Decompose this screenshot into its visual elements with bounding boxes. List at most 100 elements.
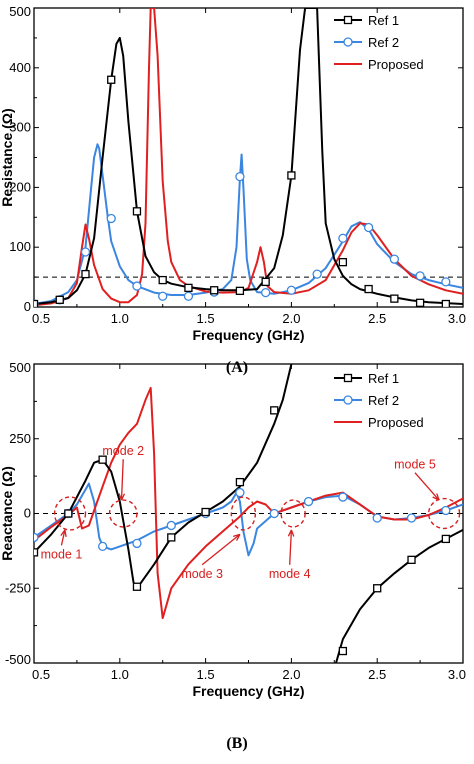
series-marker-ref-2: [372, 513, 382, 523]
mode-label: mode 5: [394, 458, 436, 472]
legend-marker: [343, 395, 353, 405]
series-marker-ref-1: [364, 284, 373, 294]
series-line-ref-1-branch: [334, 529, 463, 663]
y-tick-label: 100: [9, 239, 31, 254]
series-marker-ref-2: [132, 281, 142, 291]
x-tick-label: 1.0: [111, 667, 129, 682]
series-marker-ref-1: [441, 299, 450, 307]
mode-label: mode 1: [41, 547, 83, 561]
series-marker-ref-1: [34, 548, 39, 557]
legend-label: Proposed: [368, 415, 424, 430]
x-tick-label: 2.0: [282, 311, 300, 326]
series-marker-ref-1: [132, 582, 142, 591]
x-tick-label: 0.5: [32, 311, 50, 326]
series-marker-ref-1: [373, 584, 382, 593]
series-marker-ref-1: [184, 283, 193, 293]
y-tick-label: 500: [9, 4, 31, 19]
series-marker-ref-2: [441, 277, 451, 287]
mode-arrowhead: [287, 529, 295, 537]
series-marker-ref-2: [338, 233, 348, 243]
mode-arrowhead: [60, 529, 67, 537]
series-marker-ref-1: [201, 507, 210, 517]
series-marker-ref-2: [389, 254, 400, 264]
series-marker-ref-1: [270, 406, 279, 415]
series-group: [34, 364, 463, 663]
series-marker-ref-1: [107, 75, 116, 84]
x-tick-label: 1.5: [197, 667, 215, 682]
series-marker-ref-2: [415, 271, 425, 281]
series-marker-ref-1: [441, 534, 450, 544]
legend-marker: [343, 15, 353, 25]
legend: Ref 1 Ref 2 Proposed: [334, 371, 424, 430]
mode-ellipse: [53, 496, 87, 531]
legend-label: Ref 1: [368, 371, 399, 386]
series-marker-ref-1: [34, 299, 39, 307]
series-marker-ref-1: [81, 269, 90, 279]
mode-ellipse: [280, 499, 306, 528]
series-marker-ref-1: [407, 555, 416, 564]
x-tick-label: 3.0: [448, 667, 466, 682]
y-tick-label: -250: [5, 580, 31, 595]
series-marker-ref-2: [286, 285, 297, 295]
x-tick-label: 0.5: [32, 667, 50, 682]
mode-ellipse: [108, 499, 138, 528]
legend-label: Ref 2: [368, 393, 399, 408]
series-marker-ref-1: [55, 295, 64, 304]
mode-arrow: [414, 472, 440, 501]
panel-label: (A): [226, 359, 248, 376]
x-tick-label: 1.5: [197, 311, 215, 326]
series-marker-ref-2: [261, 287, 271, 298]
mode-arrow: [201, 533, 241, 566]
y-tick-label: 500: [9, 360, 31, 375]
legend-label: Ref 1: [368, 13, 399, 28]
mode-ellipse: [230, 496, 257, 531]
x-axis-label: Frequency (GHz): [192, 327, 304, 343]
y-tick-label: 400: [9, 60, 31, 75]
mode-arrow: [120, 459, 124, 501]
mode-arrowhead: [432, 493, 440, 501]
series-marker-ref-1: [338, 257, 348, 267]
series-marker-ref-1: [210, 286, 219, 295]
series-line-proposed: [34, 386, 463, 620]
series-marker-ref-2: [80, 247, 91, 257]
series-marker-ref-1: [390, 294, 399, 303]
series-marker-ref-2: [406, 513, 417, 523]
y-tick-label: 200: [9, 179, 31, 194]
series-marker-ref-2: [235, 487, 245, 498]
series-marker-ref-2: [338, 492, 348, 502]
series-marker-ref-2: [183, 291, 194, 301]
series-marker-ref-1: [261, 277, 270, 287]
y-tick-label: 0: [24, 299, 31, 314]
legend-marker: [343, 37, 353, 47]
series-marker-ref-1: [235, 286, 245, 296]
series-marker-ref-1: [235, 477, 245, 487]
mode-annotations: mode 1 mode 2 mode 3 mode 4 mode 5: [41, 444, 461, 581]
mode-label: mode 4: [269, 567, 311, 581]
legend: Ref 1 Ref 2 Proposed: [334, 13, 424, 72]
mode-arrowhead: [118, 493, 126, 501]
series-marker-ref-1: [415, 298, 425, 307]
legend-label: Ref 2: [368, 35, 399, 50]
x-tick-label: 1.0: [111, 311, 129, 326]
legend-label: Proposed: [368, 57, 424, 72]
series-marker-ref-2: [269, 508, 279, 519]
x-tick-label: 2.5: [368, 311, 386, 326]
series-marker-ref-1: [64, 509, 73, 518]
series-marker-ref-2: [34, 532, 39, 543]
series-marker-ref-2: [235, 171, 245, 182]
x-tick-label: 2.5: [368, 667, 386, 682]
mode-label: mode 2: [102, 444, 144, 458]
x-axis-label: Frequency (GHz): [192, 683, 304, 699]
series-marker-ref-1: [132, 207, 142, 216]
mode-arrow: [289, 529, 293, 565]
series-marker-ref-1: [167, 533, 176, 542]
series-marker-ref-2: [441, 505, 451, 516]
series-marker-ref-2: [132, 538, 142, 549]
series-marker-ref-2: [97, 541, 108, 552]
series-group: [34, 8, 463, 307]
series-marker-ref-2: [303, 496, 314, 507]
y-axis-label: Reactance (Ω): [0, 466, 15, 560]
chart-a: 0.5 1.0 1.5 2.0 2.5 3.0 0 100 200 300 400 500 Freque…: [0, 4, 466, 376]
series-marker-ref-2: [363, 222, 374, 233]
